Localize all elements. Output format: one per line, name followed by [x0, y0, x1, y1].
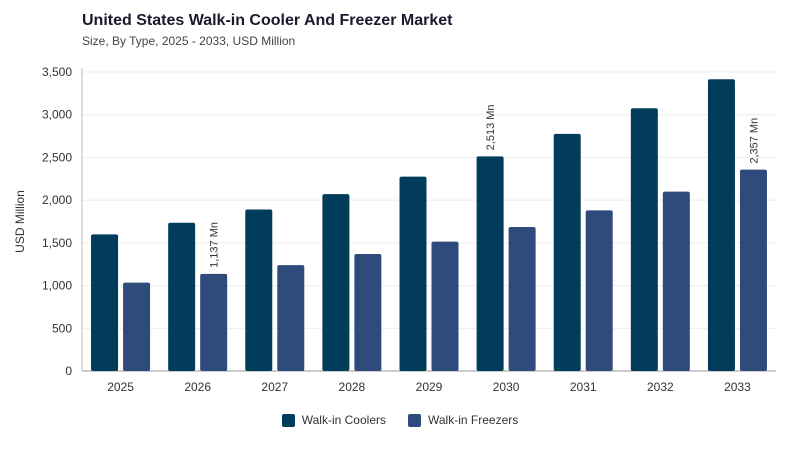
x-tick-label: 2033 [724, 380, 751, 394]
bar-coolers [630, 108, 658, 372]
legend-item-coolers[interactable]: Walk-in Coolers [281, 413, 386, 427]
x-tick-label: 2031 [570, 380, 597, 394]
bar-coolers [476, 156, 504, 371]
bar-coolers [245, 209, 273, 371]
bar-freezers [508, 227, 536, 371]
y-tick-label: 500 [52, 321, 72, 335]
y-tick-label: 3,000 [42, 108, 72, 122]
bar-coolers [553, 133, 581, 371]
y-axis-label: USD Million [13, 190, 27, 253]
y-tick-label: 2,000 [42, 193, 72, 207]
bar-freezers [354, 253, 382, 371]
chart-subtitle: Size, By Type, 2025 - 2033, USD Million [82, 34, 296, 48]
bar-freezers [123, 282, 151, 371]
bar-freezers [431, 241, 459, 371]
x-tick-label: 2027 [261, 380, 288, 394]
x-tick-label: 2026 [184, 380, 211, 394]
x-tick-label: 2029 [416, 380, 443, 394]
data-label: 2,357 Mn [748, 118, 760, 164]
bar-freezers [200, 273, 228, 371]
y-tick-label: 3,500 [42, 65, 72, 79]
y-tick-label: 1,000 [42, 279, 72, 293]
y-tick-label: 1,500 [42, 236, 72, 250]
bar-freezers [277, 265, 305, 371]
legend-swatch-freezers [408, 413, 421, 427]
bar-freezers [739, 169, 767, 371]
bar-coolers [91, 234, 119, 371]
x-tick-label: 2030 [493, 380, 520, 394]
chart-title: United States Walk-in Cooler And Freezer… [82, 12, 453, 29]
x-tick-label: 2032 [647, 380, 674, 394]
bar-coolers [707, 79, 735, 372]
legend: Walk-in Coolers Walk-in Freezers [0, 413, 800, 427]
x-tick-label: 2025 [107, 380, 134, 394]
data-label: 2,513 Mn [485, 104, 497, 150]
x-tick-label: 2028 [339, 380, 366, 394]
legend-label-coolers: Walk-in Coolers [301, 413, 386, 427]
legend-swatch-coolers [281, 413, 295, 427]
bar-coolers [399, 176, 427, 371]
y-tick-label: 2,500 [42, 150, 72, 164]
bar-coolers [322, 194, 350, 371]
bar-freezers [585, 210, 613, 371]
bar-coolers [168, 222, 196, 371]
bar-freezers [662, 191, 690, 371]
legend-label-freezers: Walk-in Freezers [428, 413, 519, 427]
data-label: 1,137 Mn [209, 222, 221, 268]
legend-item-freezers[interactable]: Walk-in Freezers [408, 413, 518, 427]
y-tick-label: 0 [65, 364, 72, 378]
